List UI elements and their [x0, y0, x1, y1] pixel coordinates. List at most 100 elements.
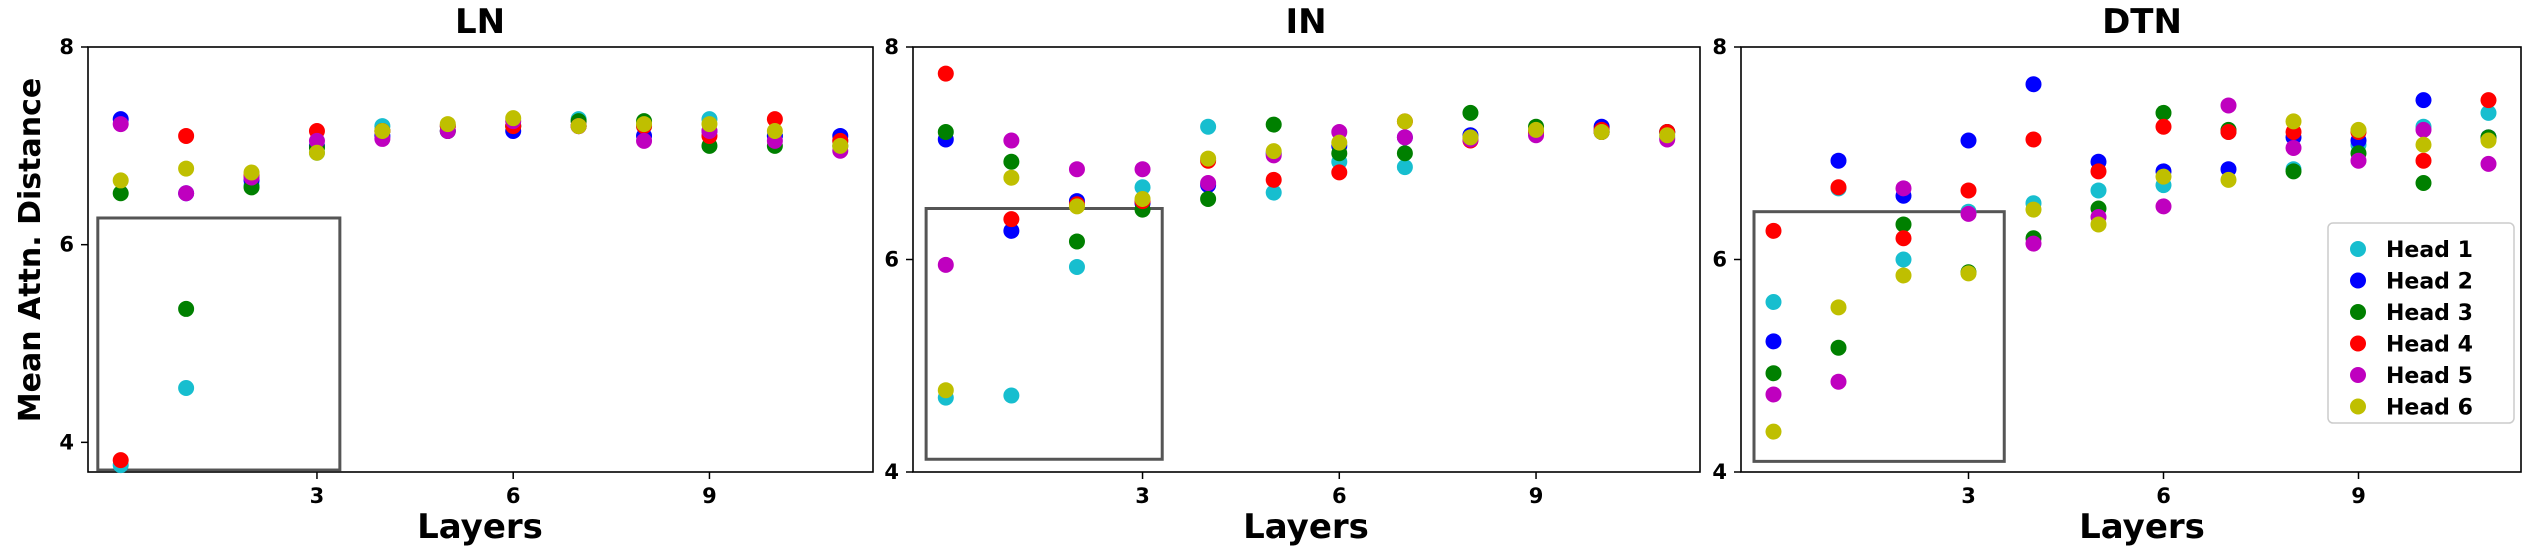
data-point	[1003, 169, 1020, 186]
data-point	[178, 160, 195, 177]
data-point	[112, 172, 129, 189]
data-point	[1830, 373, 1847, 390]
data-point	[112, 116, 129, 133]
data-point	[2220, 171, 2237, 188]
data-point	[2155, 118, 2172, 135]
data-point	[178, 379, 195, 396]
data-point	[1765, 222, 1782, 239]
data-point	[2090, 163, 2107, 180]
data-point	[2285, 113, 2302, 130]
data-point	[1068, 198, 1085, 215]
legend-label: Head 6	[2386, 396, 2473, 421]
data-point	[937, 382, 954, 399]
data-point	[1765, 423, 1782, 440]
data-point	[112, 185, 129, 202]
data-point	[766, 111, 783, 128]
data-point	[2220, 124, 2237, 140]
data-point	[308, 132, 325, 149]
legend-label: Head 1	[2386, 238, 2473, 263]
data-point	[1830, 152, 1847, 169]
data-point	[2285, 163, 2302, 180]
data-point	[636, 116, 653, 133]
data-point	[1396, 159, 1413, 176]
data-point	[1003, 211, 1020, 228]
x-tick-label: 9	[1529, 484, 1544, 508]
x-tick-label: 3	[1961, 484, 1976, 508]
data-point	[2415, 152, 2432, 169]
y-axis-label: Mean Attn. Distance	[13, 78, 48, 422]
data-point	[1830, 339, 1847, 356]
panel-title: LN	[455, 2, 505, 42]
data-point	[505, 110, 522, 127]
x-tick-label: 6	[506, 484, 521, 508]
data-point	[2025, 201, 2042, 218]
data-point	[937, 124, 954, 140]
y-tick-label: 4	[59, 430, 74, 454]
y-tick-label: 8	[1712, 35, 1727, 59]
data-point	[2480, 132, 2497, 149]
legend-marker	[2350, 398, 2366, 415]
data-point	[1659, 127, 1676, 144]
data-point	[1528, 121, 1545, 138]
data-point	[1003, 132, 1020, 149]
data-point	[243, 164, 260, 181]
x-tick-label: 6	[2156, 484, 2171, 508]
data-point	[1765, 333, 1782, 350]
data-point	[2415, 136, 2432, 153]
y-tick-label: 4	[884, 460, 899, 484]
data-point	[2090, 182, 2107, 199]
data-point	[1895, 267, 1912, 284]
data-point	[1068, 161, 1085, 178]
legend-box	[2327, 222, 2515, 424]
data-point	[570, 118, 587, 135]
data-point	[1765, 386, 1782, 403]
data-point	[112, 452, 129, 469]
data-point	[2285, 139, 2302, 156]
y-tick-label: 6	[884, 248, 899, 272]
data-point	[766, 123, 783, 140]
data-point	[1895, 216, 1912, 233]
data-point	[1265, 116, 1282, 133]
data-point	[2155, 168, 2172, 185]
data-point	[178, 185, 195, 202]
y-tick-label: 6	[59, 233, 74, 257]
data-point	[1765, 365, 1782, 382]
data-point	[2350, 152, 2367, 169]
data-point	[1830, 299, 1847, 316]
data-point	[1200, 175, 1217, 191]
x-tick-label: 6	[1332, 484, 1347, 508]
y-tick-label: 4	[1712, 460, 1727, 484]
data-point	[1960, 205, 1977, 222]
data-point	[2350, 121, 2367, 138]
legend-marker	[2350, 335, 2366, 352]
x-axis-label: Layers	[417, 507, 543, 547]
data-point	[374, 123, 391, 140]
legend-marker	[2350, 272, 2366, 289]
legend-marker	[2350, 241, 2366, 257]
legend-marker	[2350, 367, 2366, 383]
data-point	[2090, 216, 2107, 233]
data-point	[937, 65, 954, 82]
data-point	[178, 127, 195, 144]
data-point	[2415, 121, 2432, 138]
data-point	[1265, 184, 1282, 201]
data-point	[308, 144, 325, 161]
data-point	[701, 116, 718, 133]
data-point	[832, 137, 849, 154]
data-point	[1895, 230, 1912, 247]
y-tick-label: 8	[884, 35, 899, 59]
data-point	[1960, 132, 1977, 149]
data-point	[1396, 113, 1413, 130]
data-point	[1396, 145, 1413, 162]
legend-label: Head 3	[2386, 301, 2473, 326]
data-point	[178, 300, 195, 317]
data-point	[439, 116, 456, 133]
data-point	[1462, 129, 1479, 146]
data-point	[1765, 294, 1782, 310]
axes-frame	[912, 46, 1701, 473]
data-point	[1462, 104, 1479, 121]
data-point	[2480, 92, 2497, 109]
data-point	[1003, 222, 1020, 239]
data-point	[2155, 104, 2172, 121]
